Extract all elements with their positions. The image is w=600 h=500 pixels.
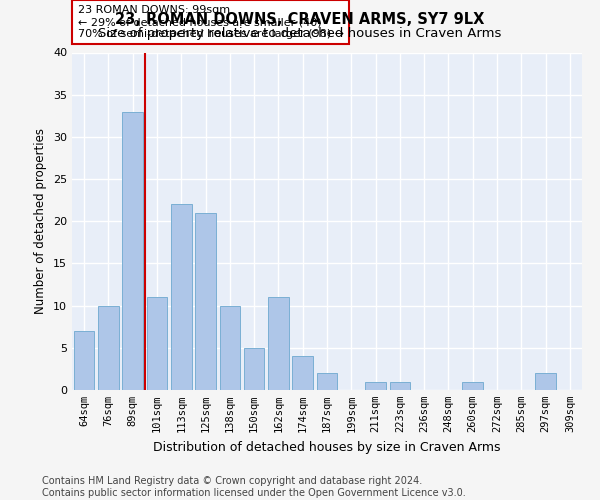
Bar — [535, 373, 556, 390]
Bar — [220, 306, 240, 390]
Bar — [317, 373, 337, 390]
Bar — [389, 382, 410, 390]
Text: 23, ROMAN DOWNS, CRAVEN ARMS, SY7 9LX: 23, ROMAN DOWNS, CRAVEN ARMS, SY7 9LX — [115, 12, 485, 28]
Text: Size of property relative to detached houses in Craven Arms: Size of property relative to detached ho… — [98, 28, 502, 40]
Text: 23 ROMAN DOWNS: 99sqm
← 29% of detached houses are smaller (40)
70% of semi-deta: 23 ROMAN DOWNS: 99sqm ← 29% of detached … — [77, 6, 344, 38]
Bar — [171, 204, 191, 390]
Bar — [365, 382, 386, 390]
Bar — [463, 382, 483, 390]
Y-axis label: Number of detached properties: Number of detached properties — [34, 128, 47, 314]
Bar — [98, 306, 119, 390]
Text: Contains HM Land Registry data © Crown copyright and database right 2024.
Contai: Contains HM Land Registry data © Crown c… — [42, 476, 466, 498]
Bar — [74, 331, 94, 390]
Bar — [244, 348, 265, 390]
Bar — [122, 112, 143, 390]
Bar — [268, 297, 289, 390]
X-axis label: Distribution of detached houses by size in Craven Arms: Distribution of detached houses by size … — [153, 440, 501, 454]
Bar — [146, 297, 167, 390]
Bar — [292, 356, 313, 390]
Bar — [195, 213, 216, 390]
